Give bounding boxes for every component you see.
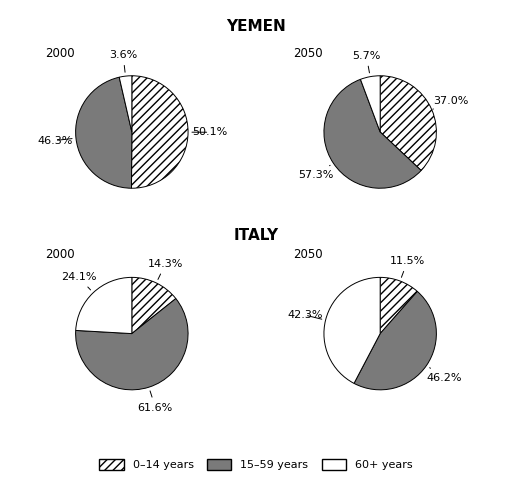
Text: 46.3%: 46.3% [37, 135, 72, 145]
Text: 2000: 2000 [45, 248, 74, 261]
Wedge shape [380, 277, 417, 334]
Wedge shape [380, 76, 436, 170]
Wedge shape [324, 277, 380, 384]
Text: 57.3%: 57.3% [298, 165, 333, 180]
Text: 42.3%: 42.3% [287, 310, 323, 320]
Wedge shape [132, 76, 188, 188]
Wedge shape [76, 77, 132, 188]
Text: 2000: 2000 [45, 47, 74, 60]
Wedge shape [76, 299, 188, 390]
Wedge shape [119, 76, 132, 132]
Text: ITALY: ITALY [233, 228, 279, 243]
Wedge shape [132, 277, 176, 334]
Text: 14.3%: 14.3% [148, 259, 183, 279]
Wedge shape [354, 291, 436, 390]
Legend: 0–14 years, 15–59 years, 60+ years: 0–14 years, 15–59 years, 60+ years [95, 455, 417, 474]
Text: 2050: 2050 [293, 248, 323, 261]
Wedge shape [360, 76, 380, 132]
Wedge shape [76, 277, 132, 334]
Text: YEMEN: YEMEN [226, 19, 286, 34]
Text: 5.7%: 5.7% [352, 51, 380, 73]
Text: 61.6%: 61.6% [138, 391, 173, 412]
Text: 3.6%: 3.6% [109, 50, 137, 72]
Text: 24.1%: 24.1% [61, 272, 96, 290]
Text: 2050: 2050 [293, 47, 323, 60]
Wedge shape [324, 79, 421, 188]
Text: 37.0%: 37.0% [433, 96, 469, 109]
Text: 11.5%: 11.5% [390, 256, 425, 277]
Text: 46.2%: 46.2% [426, 368, 462, 383]
Text: 50.1%: 50.1% [192, 127, 227, 137]
